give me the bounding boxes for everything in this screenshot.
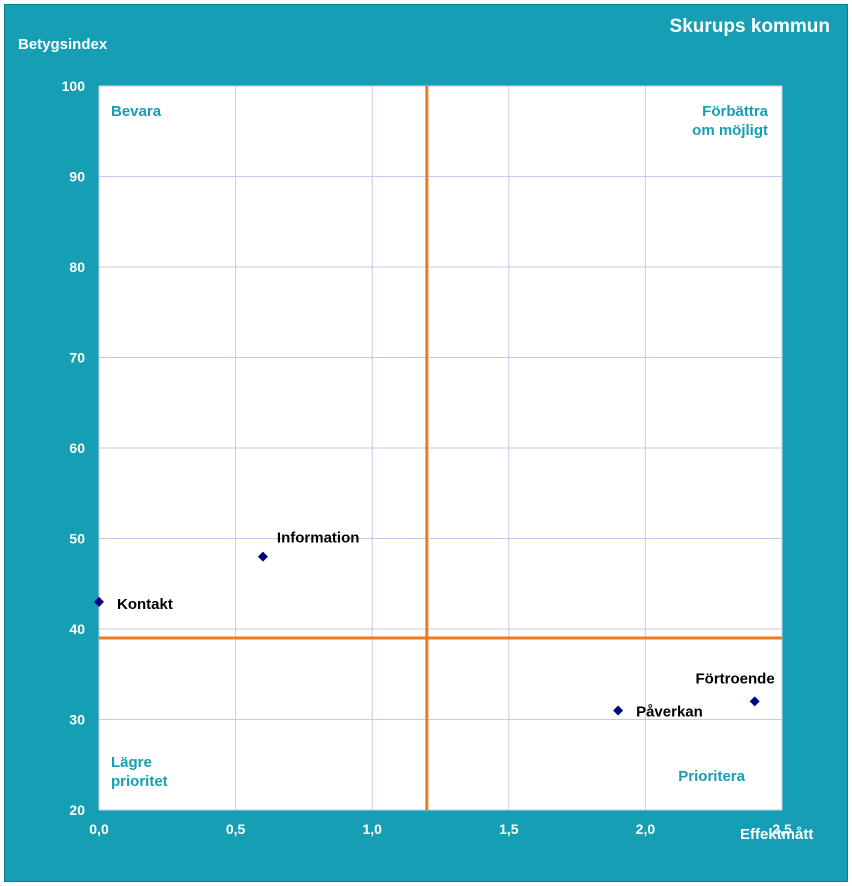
- quadrant-label-forbattra: Förbättra om möjligt: [692, 103, 768, 139]
- x-tick-label: 1,0: [362, 821, 382, 837]
- x-axis-label: Effektmått: [740, 826, 814, 843]
- y-tick-label: 100: [62, 78, 86, 94]
- y-tick-label: 80: [69, 259, 85, 275]
- y-tick-label: 30: [69, 712, 85, 728]
- data-point-marker: [749, 696, 760, 707]
- y-tick-label: 50: [69, 531, 85, 547]
- y-tick-label: 90: [69, 169, 85, 185]
- data-point-marker: [613, 705, 624, 716]
- data-point-label: Information: [277, 530, 360, 547]
- y-axis-label: Betygsindex: [18, 36, 108, 53]
- y-tick-label: 20: [69, 802, 85, 818]
- y-tick-label: 40: [69, 621, 85, 637]
- quadrant-label-lagre-prioritet: Lägre prioritet: [111, 754, 168, 790]
- quadrant-label-prioritera: Prioritera: [678, 768, 745, 785]
- chart-title: Skurups kommun: [669, 16, 830, 37]
- x-tick-label: 2,0: [636, 821, 656, 837]
- y-tick-label: 70: [69, 350, 85, 366]
- data-point-marker: [257, 551, 268, 562]
- data-point-marker: [94, 596, 104, 607]
- x-tick-label: 2,5: [772, 821, 792, 837]
- quadrant-label-bevara: Bevara: [111, 103, 162, 120]
- x-tick-label: 1,5: [499, 821, 519, 837]
- data-point-label: Kontakt: [117, 596, 173, 613]
- data-point-label: Förtroende: [696, 670, 775, 687]
- x-tick-label: 0,5: [226, 821, 246, 837]
- data-point-label: Påverkan: [636, 703, 703, 720]
- x-tick-label: 0,0: [89, 821, 109, 837]
- y-tick-label: 60: [69, 440, 85, 456]
